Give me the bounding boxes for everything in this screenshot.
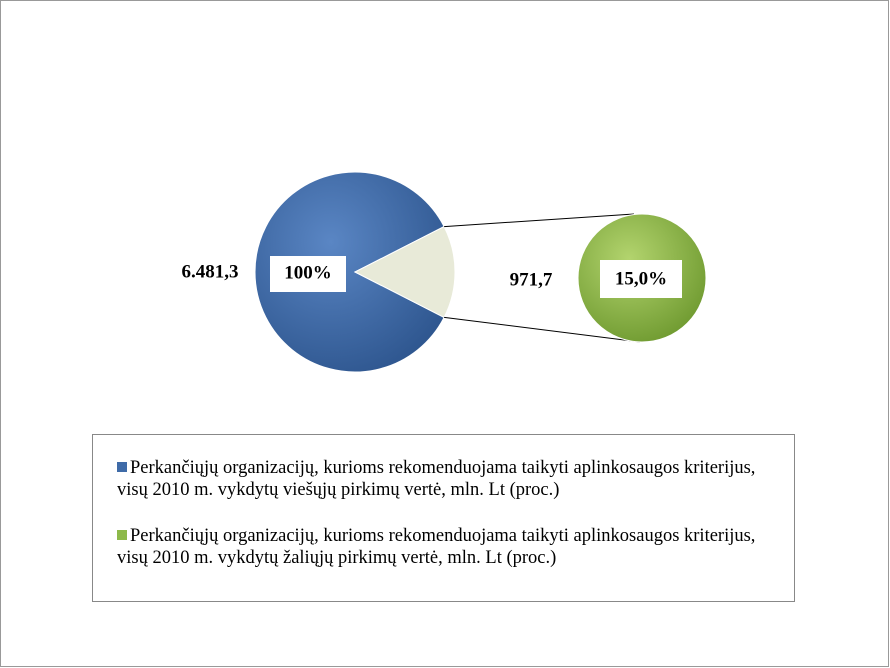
percent-label: 100% xyxy=(284,262,332,283)
legend-swatch xyxy=(117,530,127,540)
connector xyxy=(444,316,641,343)
connector xyxy=(444,213,635,228)
label-box xyxy=(600,260,682,298)
pie-slice xyxy=(254,171,445,373)
legend: Perkančiųjų organizacijų, kurioms rekome… xyxy=(92,434,795,602)
legend-swatch xyxy=(117,462,127,472)
label-box xyxy=(270,256,346,292)
split-slice xyxy=(353,225,456,319)
legend-label: Perkančiųjų organizacijų, kurioms rekome… xyxy=(117,526,756,568)
legend-entry: Perkančiųjų organizacijų, kurioms rekome… xyxy=(117,457,787,501)
legend-entry: Perkančiųjų organizacijų, kurioms rekome… xyxy=(117,525,787,569)
value-label: 6.481,3 xyxy=(182,261,239,282)
value-label: 971,7 xyxy=(510,269,553,290)
percent-label: 15,0% xyxy=(615,268,667,289)
legend-label: Perkančiųjų organizacijų, kurioms rekome… xyxy=(117,458,756,500)
